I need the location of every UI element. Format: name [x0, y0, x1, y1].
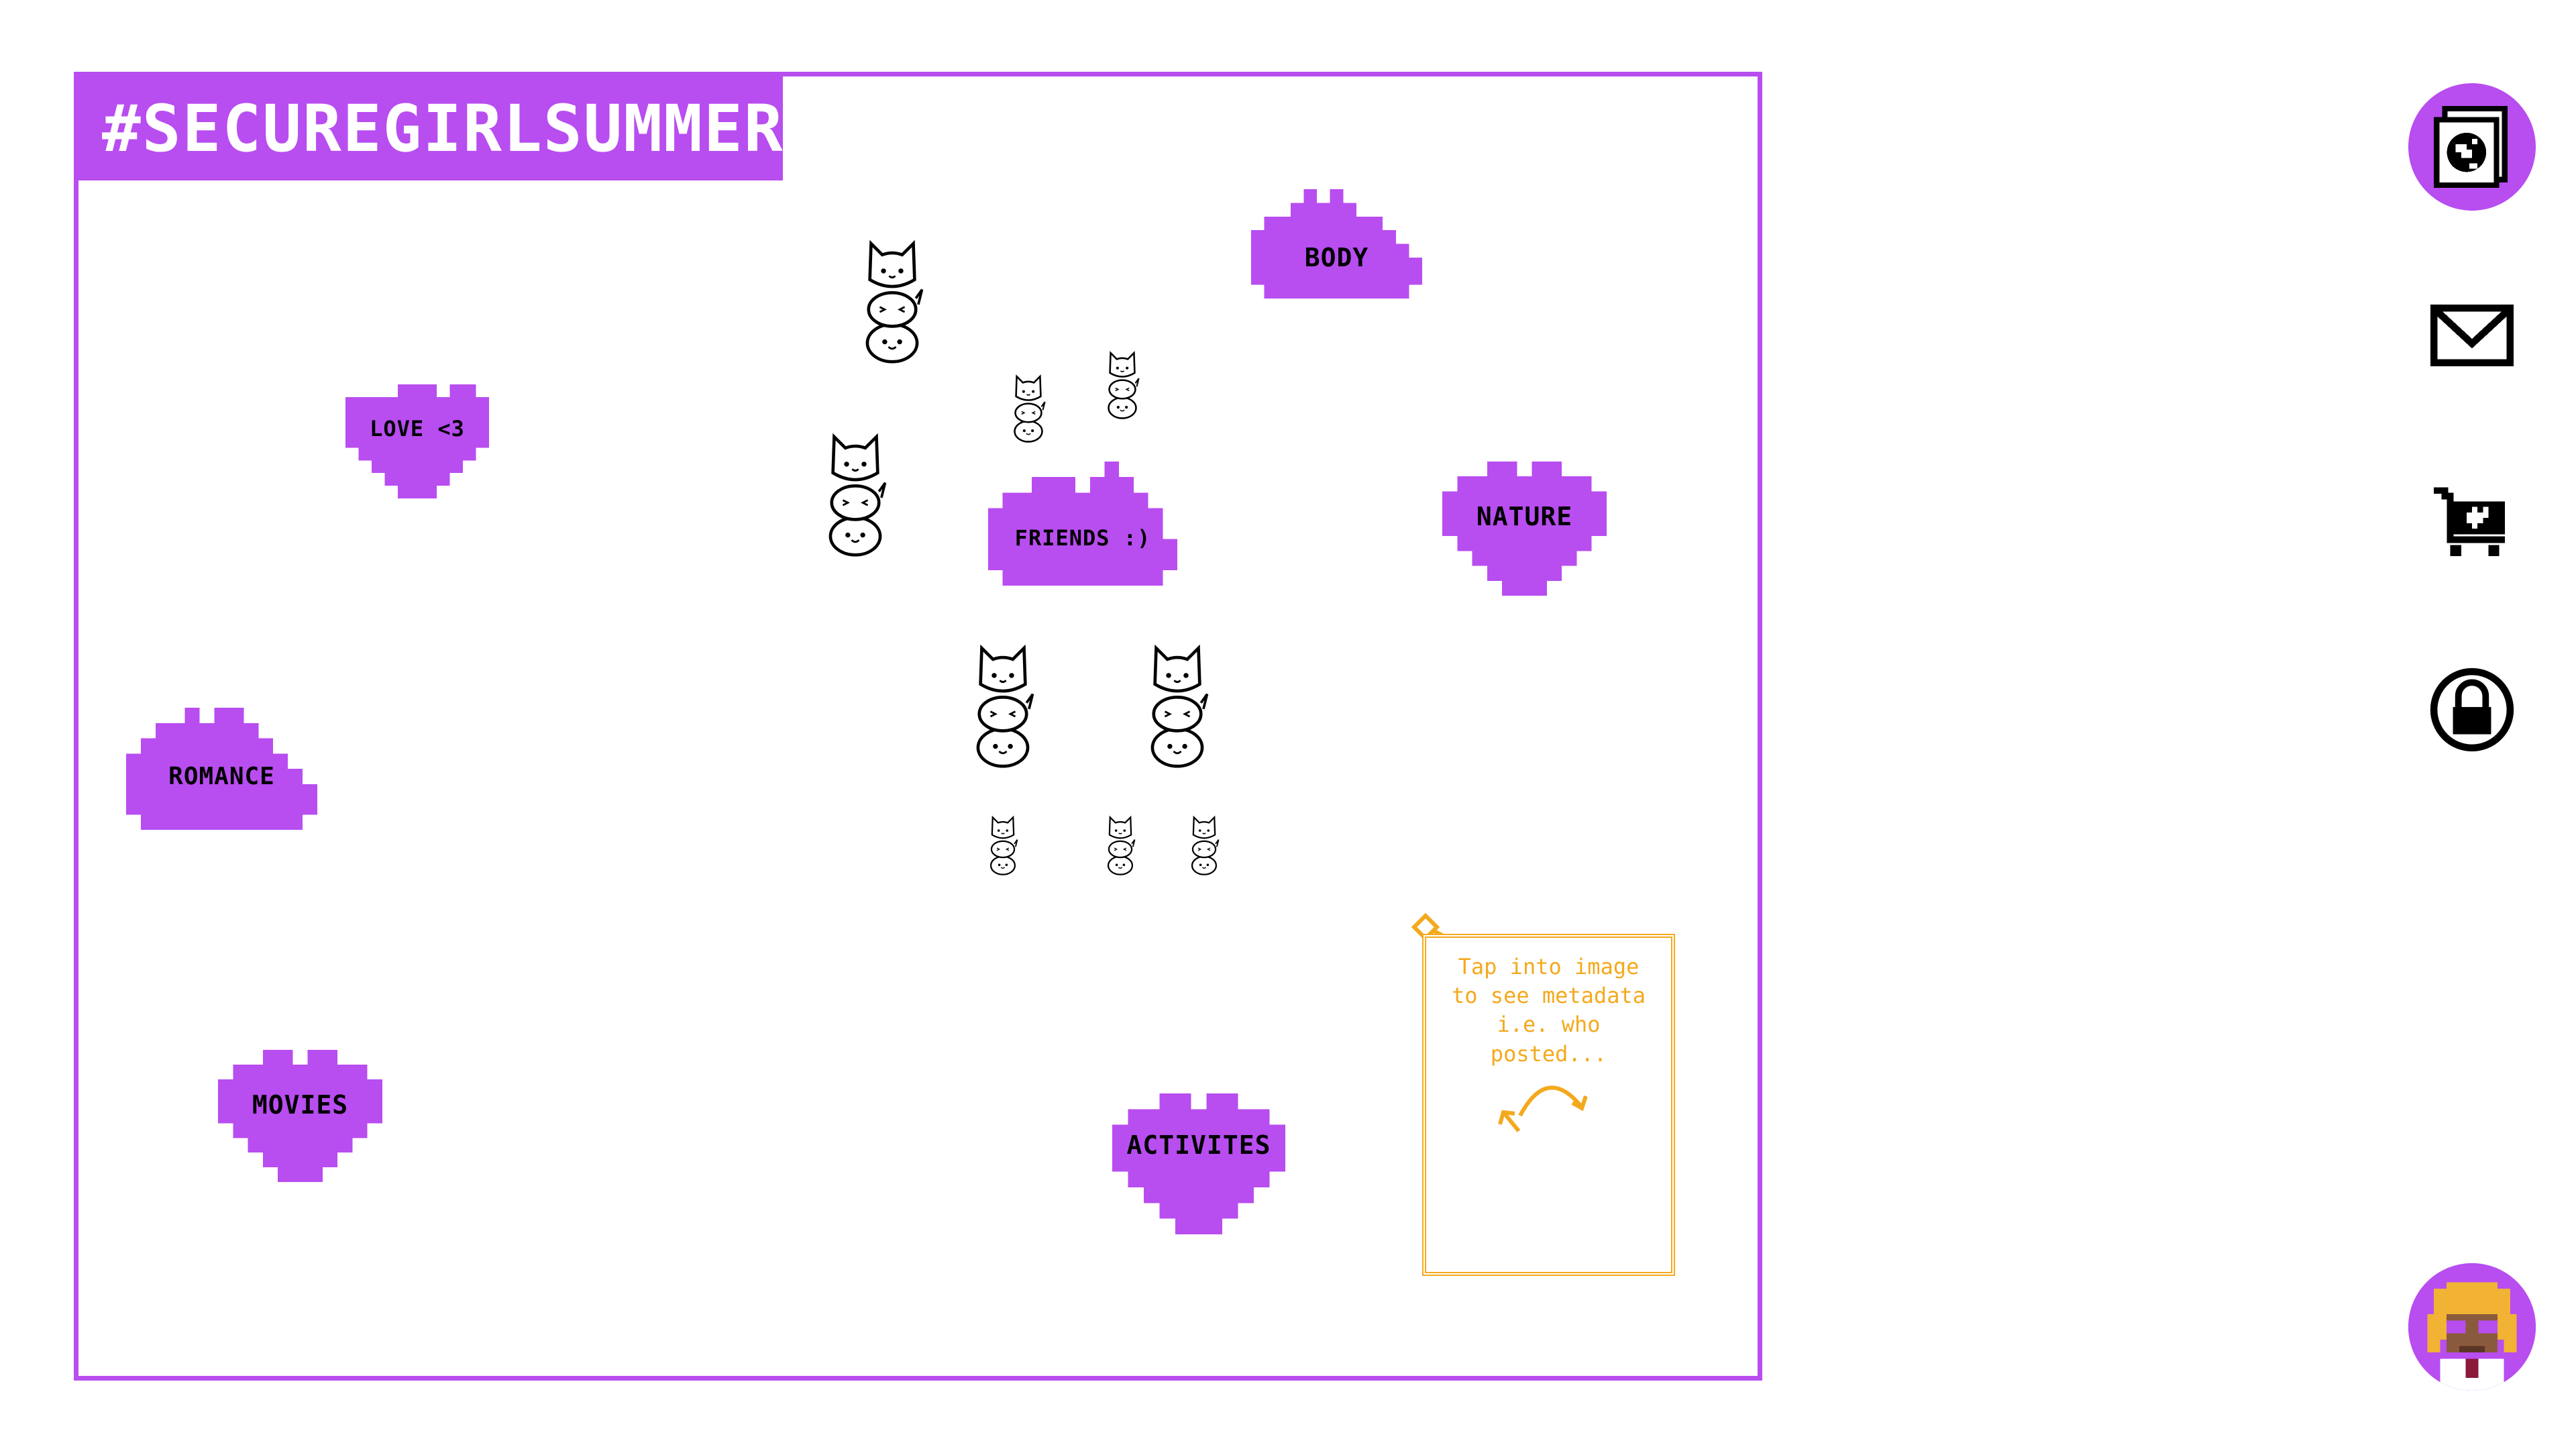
metadata-tip-card: Tap into image to see metadata i.e. who … [1422, 934, 1675, 1276]
cat-stack-icon [859, 236, 926, 364]
profile-avatar-button[interactable] [2408, 1263, 2536, 1391]
moodboard-canvas[interactable]: #SECUREGIRLSUMMER [74, 72, 1762, 1381]
heart-shape [1442, 462, 1607, 596]
sticker-label: ROMANCE [168, 763, 275, 790]
sticker-romance[interactable]: ROMANCE [126, 708, 317, 830]
heart-shape [218, 1050, 382, 1182]
curved-arrow-icon [1498, 1085, 1588, 1132]
cat-stack-icon [1191, 816, 1220, 875]
cat-stack-image[interactable] [986, 814, 1020, 875]
sticker-label: ACTIVITES [1126, 1130, 1271, 1160]
sticker-activities[interactable]: ACTIVITES [1112, 1093, 1285, 1234]
cat-stack-icon [969, 641, 1036, 768]
nav-shop-button[interactable] [2408, 460, 2536, 587]
cloud-shape [1251, 189, 1422, 299]
cat-stack-image[interactable] [969, 641, 1036, 768]
sticker-label: NATURE [1476, 502, 1573, 531]
sticker-love[interactable]: LOVE <3 [345, 384, 489, 498]
nav-mail-button[interactable] [2408, 272, 2536, 399]
sticker-label: BODY [1304, 243, 1369, 272]
cloud-shape [126, 708, 317, 830]
tip-line: Tap into image [1458, 954, 1640, 979]
sticker-label: MOVIES [252, 1090, 349, 1120]
tip-line: i.e. who posted... [1490, 1012, 1607, 1067]
cat-stack-image[interactable] [1144, 641, 1211, 768]
avatar-icon [2408, 1263, 2536, 1391]
board-title: #SECUREGIRLSUMMER [78, 76, 783, 180]
sticker-body[interactable]: BODY [1251, 189, 1422, 299]
cat-stack-icon [1107, 816, 1136, 875]
cat-stack-image[interactable] [822, 429, 889, 557]
sticker-label: FRIENDS :) [1014, 525, 1151, 551]
sticker-nature[interactable]: NATURE [1442, 462, 1607, 596]
nav-gallery-button[interactable] [2408, 83, 2536, 211]
cat-stack-icon [1108, 352, 1140, 419]
sticker-label: LOVE <3 [370, 416, 465, 441]
padlock-icon [2430, 667, 2514, 752]
sticker-movies[interactable]: MOVIES [218, 1050, 382, 1182]
tip-line: to see metadata [1452, 983, 1646, 1009]
cat-stack-image[interactable] [1104, 814, 1137, 875]
gallery-globe-icon [2434, 106, 2508, 188]
sticker-friends[interactable]: FRIENDS :) [988, 462, 1177, 586]
cat-stack-icon [822, 429, 889, 557]
cat-stack-image[interactable] [859, 236, 926, 364]
cat-stack-image[interactable] [1104, 349, 1141, 419]
heart-shape [345, 384, 489, 498]
envelope-icon [2430, 305, 2514, 366]
cat-stack-image[interactable] [1187, 814, 1221, 875]
cat-stack-icon [1014, 375, 1046, 443]
heart-shape [1112, 1093, 1285, 1234]
shopping-cart-heart-icon [2434, 487, 2505, 556]
cat-stack-image[interactable] [1010, 372, 1047, 443]
cloud-shape [988, 462, 1177, 586]
nav-lock-button[interactable] [2408, 646, 2536, 773]
cat-stack-icon [1144, 641, 1211, 768]
cat-stack-icon [989, 816, 1018, 875]
